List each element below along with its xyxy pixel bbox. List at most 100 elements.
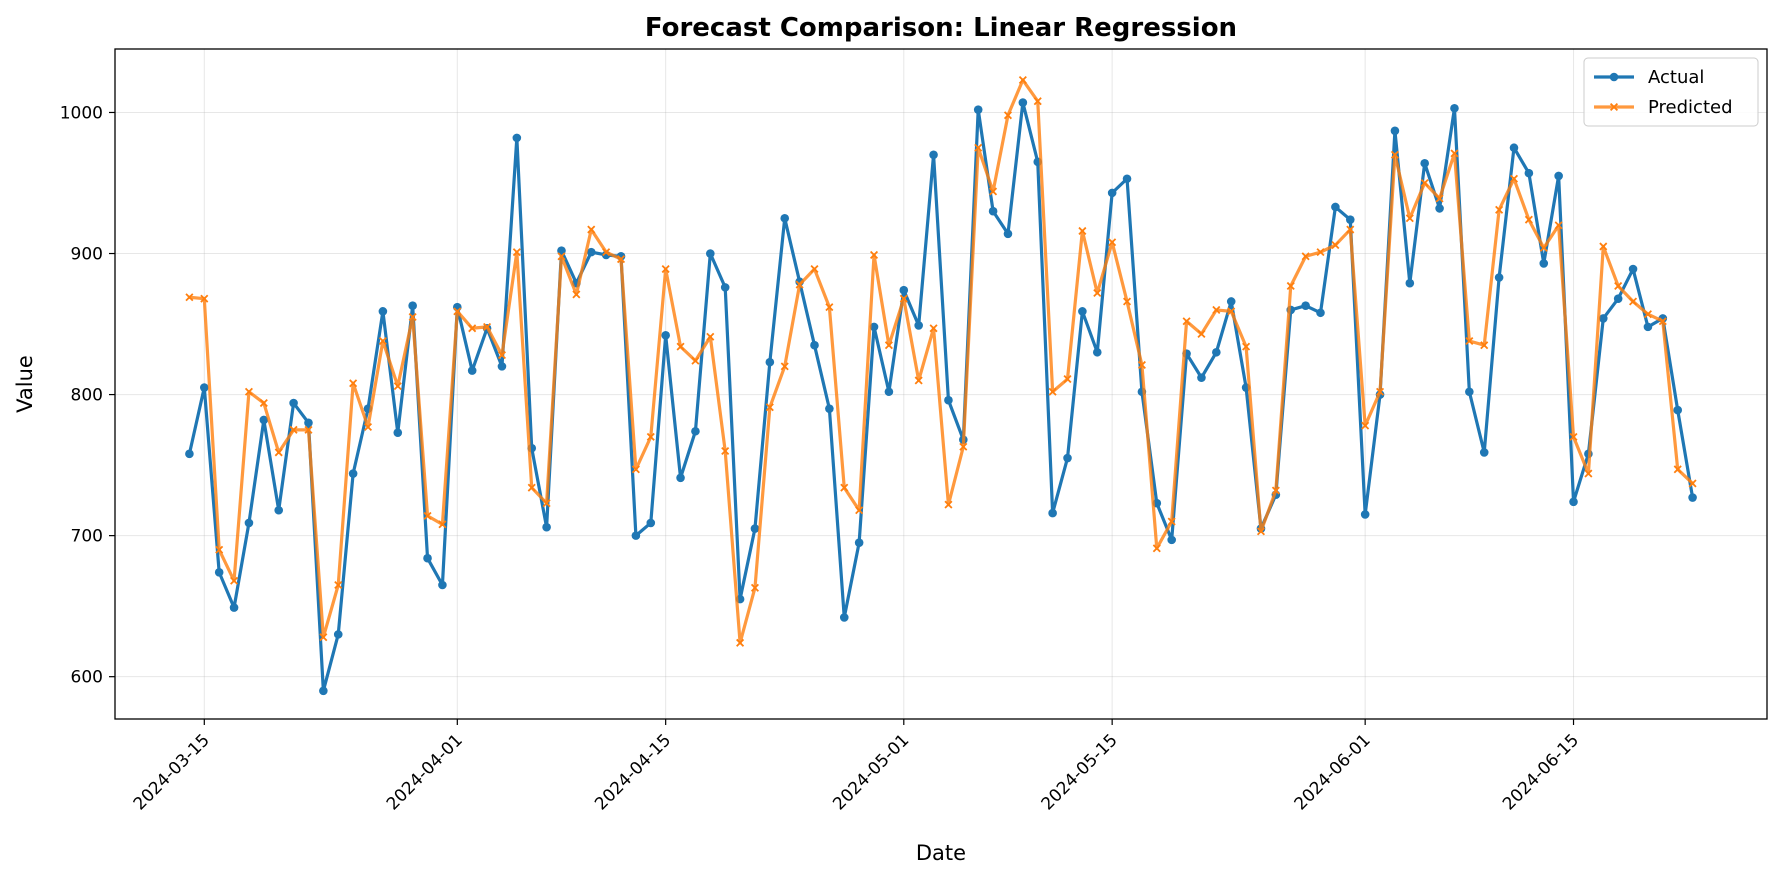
- predicted-point: [765, 403, 774, 412]
- predicted-point: [334, 580, 343, 590]
- predicted-point: [750, 583, 760, 592]
- predicted-point: [497, 351, 506, 360]
- predicted-point: [974, 143, 983, 152]
- predicted-point: [408, 312, 417, 322]
- predicted-point: [1390, 150, 1399, 159]
- x-axis-label: Date: [916, 841, 966, 865]
- actual-point: [1673, 405, 1683, 415]
- predicted-point: [393, 382, 402, 391]
- actual-point: [899, 285, 909, 295]
- predicted-point: [1123, 297, 1132, 306]
- predicted-point: [795, 280, 804, 289]
- predicted-point: [1450, 149, 1459, 158]
- actual-point: [1524, 168, 1534, 178]
- predicted-point: [1256, 527, 1266, 536]
- actual-point: [691, 426, 700, 436]
- predicted-point: [1271, 486, 1280, 495]
- actual-point: [586, 247, 596, 257]
- actual-point: [1331, 202, 1340, 212]
- predicted-point: [1331, 241, 1340, 250]
- legend-item: Actual: [1594, 67, 1704, 88]
- predicted-point: [1003, 111, 1013, 120]
- actual-point: [1539, 259, 1549, 268]
- actual-point: [393, 428, 403, 437]
- actual-point: [185, 449, 194, 459]
- actual-point: [1509, 143, 1519, 153]
- predicted-point: [244, 387, 253, 396]
- actual-point: [646, 518, 656, 528]
- actual-point: [378, 307, 388, 316]
- actual-point: [676, 473, 685, 483]
- predicted-point: [602, 248, 611, 257]
- actual-point: [1569, 497, 1578, 507]
- predicted-point: [661, 265, 670, 274]
- predicted-point: [1242, 342, 1251, 351]
- actual-point: [348, 469, 358, 478]
- chart-title: Forecast Comparison: Linear Regression: [645, 13, 1237, 43]
- predicted-point: [185, 293, 194, 302]
- predicted-point: [1509, 174, 1519, 183]
- actual-point: [1048, 508, 1057, 518]
- predicted-point: [1346, 225, 1355, 234]
- actual-point: [765, 357, 775, 367]
- y-axis-label: Value: [13, 355, 37, 413]
- actual-point: [259, 415, 269, 425]
- actual-point: [1345, 215, 1355, 224]
- predicted-point: [1658, 317, 1667, 326]
- actual-point: [973, 105, 983, 114]
- predicted-point: [1495, 205, 1504, 214]
- actual-point: [1479, 448, 1489, 457]
- actual-point: [512, 133, 522, 143]
- actual-point: [1435, 204, 1444, 213]
- predicted-point: [304, 425, 313, 434]
- predicted-point: [1316, 248, 1325, 257]
- actual-point: [1063, 453, 1072, 463]
- predicted-point: [1361, 421, 1370, 430]
- predicted-point: [676, 342, 685, 351]
- predicted-point: [1093, 288, 1102, 298]
- actual-point: [884, 387, 894, 397]
- legend-label: Predicted: [1648, 97, 1733, 118]
- actual-point: [631, 531, 641, 540]
- predicted-point: [1688, 479, 1697, 488]
- predicted-point: [1108, 238, 1117, 247]
- predicted-point: [542, 499, 551, 508]
- predicted-point: [557, 252, 566, 261]
- predicted-point: [1569, 432, 1578, 441]
- predicted-point: [1673, 465, 1682, 474]
- predicted-point: [438, 520, 447, 529]
- actual-point: [1420, 158, 1429, 168]
- actual-point: [229, 603, 239, 612]
- actual-point: [274, 505, 284, 515]
- predicted-point: [914, 376, 923, 385]
- predicted-point: [736, 638, 745, 647]
- predicted-point: [989, 187, 998, 196]
- legend-label: Actual: [1648, 67, 1704, 88]
- predicted-point: [1614, 281, 1623, 291]
- actual-point: [750, 524, 760, 533]
- predicted-point: [959, 442, 968, 451]
- actual-point: [825, 404, 834, 413]
- predicted-point: [1197, 329, 1206, 338]
- actual-point: [1107, 188, 1117, 198]
- actual-point: [1405, 278, 1415, 288]
- predicted-point: [1063, 375, 1072, 384]
- predicted-point: [572, 290, 581, 299]
- predicted-point: [1629, 297, 1638, 306]
- y-tick-label: 900: [71, 245, 103, 265]
- predicted-point: [691, 356, 700, 365]
- predicted-point: [1152, 544, 1161, 553]
- actual-point: [438, 580, 447, 590]
- predicted-point: [1584, 469, 1593, 478]
- predicted-point: [780, 362, 789, 371]
- actual-point: [1598, 314, 1608, 323]
- actual-point: [1167, 535, 1176, 545]
- grid: [115, 49, 1767, 719]
- predicted-point: [840, 483, 849, 492]
- predicted-point: [1376, 387, 1385, 396]
- actual-point: [1003, 229, 1013, 239]
- actual-point: [319, 686, 328, 696]
- predicted-point: [1227, 307, 1236, 316]
- series-layer: [185, 75, 1697, 696]
- predicted-point: [587, 225, 596, 234]
